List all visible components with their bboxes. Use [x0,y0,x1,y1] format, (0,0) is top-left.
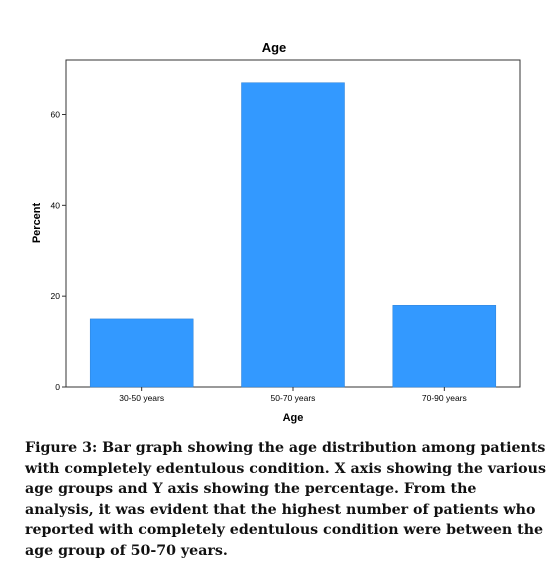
x-tick-label: 50-70 years [271,393,316,403]
y-tick-label: 40 [51,200,61,210]
bar-70-90-years [392,305,497,388]
bar-chart: Age 0 20 40 60 30-50 years 50-70 years 70-90 … [31,40,521,424]
x-tick-label: 70-90 years [422,393,467,403]
figure-caption: Figure 3: Bar graph showing the age dist… [25,440,546,559]
y-tick-label: 20 [51,291,61,301]
y-tick-label: 60 [51,110,61,120]
y-axis-label: Percent [31,202,43,243]
x-tick-label: 30-50 years [119,393,164,403]
x-axis-label: Age [283,412,304,424]
chart-title: Age [262,40,287,55]
y-tick-label: 0 [55,382,60,392]
bar-30-50-years [89,318,194,388]
bar-50-70-years [241,82,345,388]
